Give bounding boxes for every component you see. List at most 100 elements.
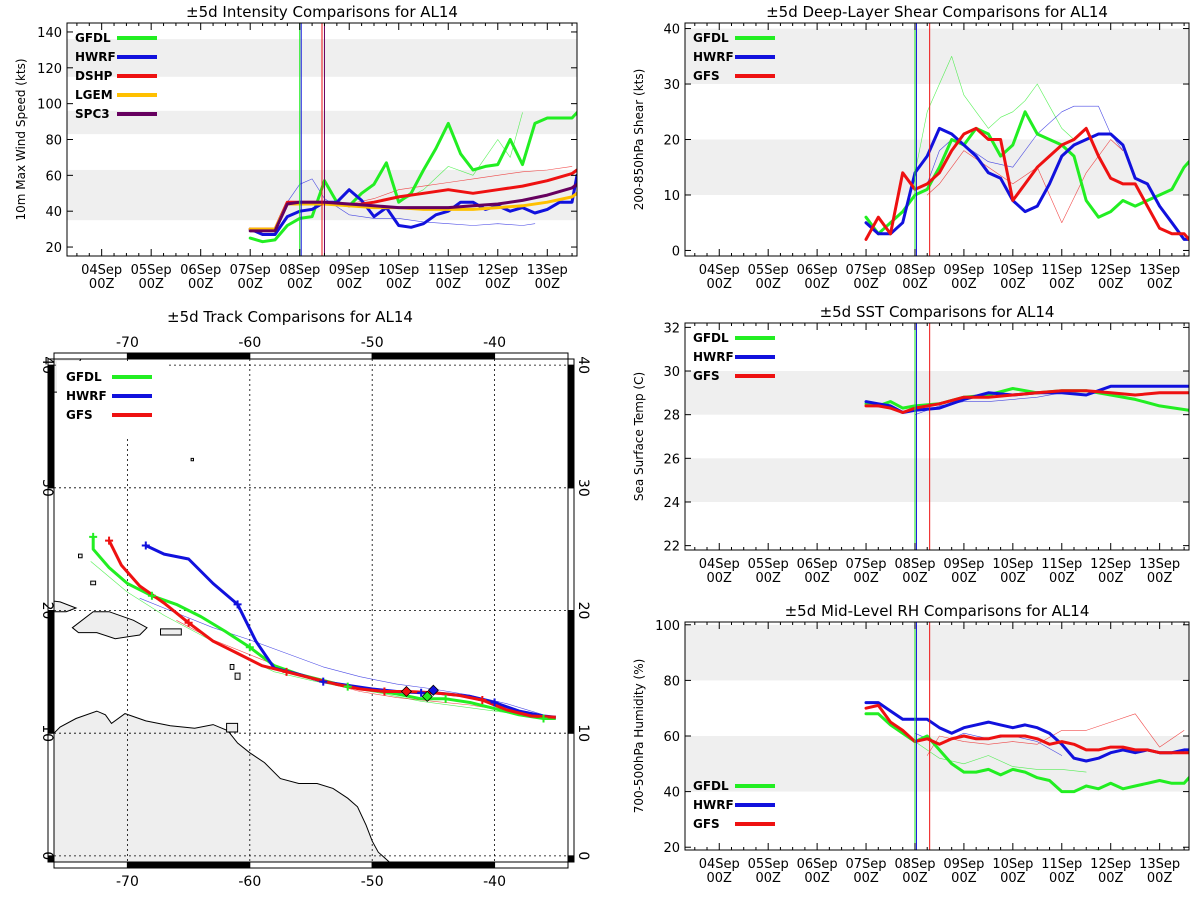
chart-shear: 01020304004Sep00Z05Sep00Z06Sep00Z07Sep00… xyxy=(632,3,1190,292)
legend-label-hwrf: HWRF xyxy=(693,350,734,364)
x-tick-day-label: 09Sep xyxy=(329,263,370,278)
ensemble-line-1 xyxy=(286,178,536,226)
y-tick-label: 20 xyxy=(663,134,680,149)
x-tick-day-label: 04Sep xyxy=(699,557,740,572)
y-tick-label: 30 xyxy=(663,365,680,380)
y-tick-label: 30 xyxy=(663,78,680,93)
ensemble-line-0 xyxy=(914,392,1063,416)
track-position-marker xyxy=(417,688,426,697)
legend-label-lgem: LGEM xyxy=(75,88,113,102)
south-america-landmass xyxy=(54,710,395,862)
x-tick-day-label: 09Sep xyxy=(943,557,984,572)
map-frame xyxy=(53,358,569,863)
series-gfdl-line xyxy=(248,111,577,244)
legend-label-gfs: GFS xyxy=(693,369,720,383)
ensemble-track-0 xyxy=(90,561,532,717)
track-position-marker xyxy=(478,696,487,705)
track-position-marker xyxy=(105,536,114,545)
border-segment xyxy=(371,352,496,360)
y-tick-label: 32 xyxy=(663,321,680,336)
x-tick-day-label: 04Sep xyxy=(699,263,740,278)
x-tick-hour-label: 00Z xyxy=(902,571,928,586)
y-tick-label: 40 xyxy=(45,205,62,220)
x-tick-hour-label: 00Z xyxy=(287,277,313,292)
lat-tick-label-right: 20 xyxy=(575,602,591,620)
border-segment xyxy=(126,352,251,360)
chart-title: ±5d Mid-Level RH Comparisons for AL14 xyxy=(785,602,1090,620)
y-tick-label: 26 xyxy=(663,452,680,467)
lon-tick-label-bottom: -60 xyxy=(238,874,261,890)
current-position-marker xyxy=(400,685,413,698)
x-tick-day-label: 13Sep xyxy=(1139,857,1180,872)
chart-intensity: 2040608010012014004Sep00Z05Sep00Z06Sep00… xyxy=(14,3,578,292)
y-tick-label: 40 xyxy=(663,23,680,38)
x-tick-hour-label: 00Z xyxy=(853,277,879,292)
x-tick-day-label: 08Sep xyxy=(279,263,320,278)
lesser-antilles-island xyxy=(234,672,241,680)
x-tick-day-label: 10Sep xyxy=(992,263,1033,278)
current-position-marker xyxy=(421,690,433,702)
x-tick-hour-label: 00Z xyxy=(902,277,928,292)
x-tick-hour-label: 00Z xyxy=(1000,277,1026,292)
map-border xyxy=(47,352,575,869)
track-legend: GFDL HWRF GFS xyxy=(57,361,167,437)
y-axis-label: 700-500hPa Humidity (%) xyxy=(632,659,646,814)
series-gfs-line xyxy=(864,389,1189,414)
x-tick-hour-label: 00Z xyxy=(337,277,363,292)
x-tick-hour-label: 00Z xyxy=(707,871,733,886)
chart-rh: 2040608010004Sep00Z05Sep00Z06Sep00Z07Sep… xyxy=(632,602,1190,886)
y-tick-label: 120 xyxy=(37,62,62,77)
legend-label-hwrf: HWRF xyxy=(75,50,116,64)
x-tick-hour-label: 00Z xyxy=(804,871,830,886)
y-tick-label: 100 xyxy=(655,619,680,634)
legend-label-hwrf: HWRF xyxy=(693,798,734,812)
x-tick-day-label: 06Sep xyxy=(797,557,838,572)
lat-tick-label-right: 30 xyxy=(575,479,591,497)
x-tick-hour-label: 00Z xyxy=(951,871,977,886)
x-tick-day-label: 11Sep xyxy=(1041,857,1082,872)
legend-label-gfs: GFS xyxy=(693,69,720,83)
x-tick-day-label: 11Sep xyxy=(1041,557,1082,572)
series-gfdl-line xyxy=(864,387,1189,412)
small-island xyxy=(90,580,97,586)
lat-tick-label-left: 20 xyxy=(39,602,55,620)
lon-tick-label-bottom: -70 xyxy=(116,874,139,890)
y-tick-label: 40 xyxy=(663,786,680,801)
ensemble-line-0 xyxy=(914,741,1087,773)
ensemble-line-0 xyxy=(398,112,523,203)
lat-tick-label-left: 30 xyxy=(39,479,55,497)
x-tick-hour-label: 00Z xyxy=(755,871,781,886)
y-tick-label: 60 xyxy=(45,169,62,184)
x-tick-hour-label: 00Z xyxy=(1000,871,1026,886)
track-hwrf-line xyxy=(145,544,556,719)
track-position-marker xyxy=(380,687,389,696)
lat-tick-label-left: 10 xyxy=(39,724,55,742)
series-gfs-line xyxy=(864,126,1189,241)
legend-label-dshp: DSHP xyxy=(75,69,113,83)
border-segment xyxy=(567,610,575,734)
x-tick-day-label: 05Sep xyxy=(748,557,789,572)
track-position-marker xyxy=(245,643,254,652)
lat-tick-label-left: 0 xyxy=(39,851,55,860)
track-position-marker xyxy=(319,677,328,686)
border-segment xyxy=(47,364,55,489)
x-tick-day-label: 04Sep xyxy=(699,857,740,872)
x-tick-day-label: 06Sep xyxy=(797,263,838,278)
border-segment xyxy=(371,861,496,869)
lon-tick-label-top: -70 xyxy=(116,335,139,351)
x-tick-day-label: 12Sep xyxy=(477,263,518,278)
lat-tick-label-right: 10 xyxy=(575,724,591,742)
chart-title: ±5d Deep-Layer Shear Comparisons for AL1… xyxy=(766,3,1108,21)
x-tick-day-label: 09Sep xyxy=(943,263,984,278)
x-tick-hour-label: 00Z xyxy=(237,277,263,292)
y-tick-label: 100 xyxy=(37,98,62,113)
x-tick-hour-label: 00Z xyxy=(1098,571,1124,586)
x-tick-hour-label: 00Z xyxy=(1147,277,1173,292)
x-tick-hour-label: 00Z xyxy=(1098,277,1124,292)
x-tick-hour-label: 00Z xyxy=(951,277,977,292)
border-segment xyxy=(494,861,569,869)
chart-title: ±5d Track Comparisons for AL14 xyxy=(167,308,413,326)
x-tick-hour-label: 00Z xyxy=(436,277,462,292)
puerto-rico-island xyxy=(160,628,182,636)
